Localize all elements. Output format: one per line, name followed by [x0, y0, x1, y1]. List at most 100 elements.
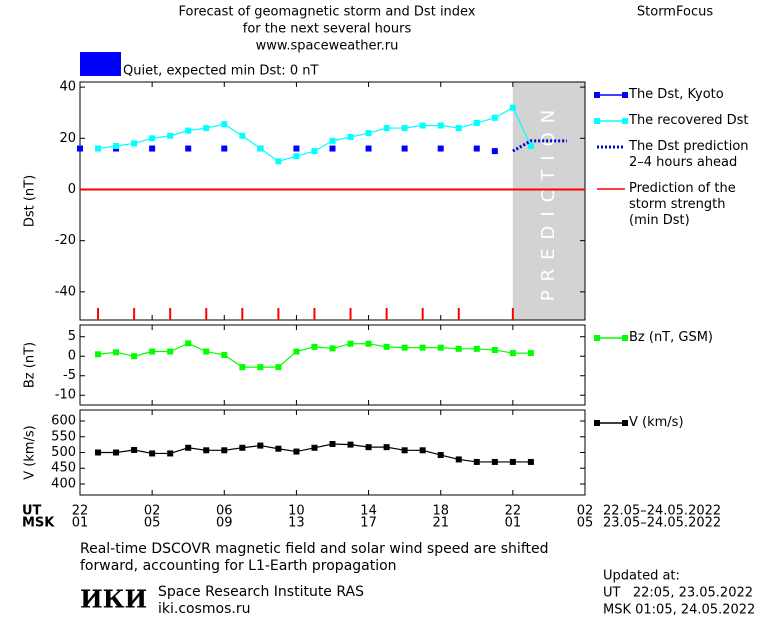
x-tick-label-msk: 05 — [144, 516, 161, 531]
data-point — [257, 364, 264, 371]
title: www.spaceweather.ru — [256, 39, 399, 54]
x-tick-label-msk: 17 — [360, 516, 377, 531]
legend-marker — [594, 118, 600, 124]
legend-label: The recovered Dst — [629, 113, 749, 128]
legend-label: Bz (nT, GSM) — [629, 330, 714, 345]
x-tick-label: 22 — [505, 504, 522, 519]
data-point — [275, 364, 282, 371]
data-point — [491, 346, 498, 353]
institute-url: iki.cosmos.ru — [158, 601, 250, 617]
data-point — [329, 145, 336, 152]
y-axis-label: V (km/s) — [23, 425, 38, 480]
x-tick-label: 06 — [216, 504, 233, 519]
data-point — [167, 348, 174, 355]
data-point — [257, 442, 264, 449]
data-point — [329, 137, 336, 144]
y-tick-label: 0 — [68, 349, 76, 364]
updated: MSK 01:05, 24.05.2022 — [603, 603, 755, 618]
x-tick-label-msk: 13 — [288, 516, 305, 531]
legend-marker — [594, 420, 600, 426]
data-point — [113, 449, 120, 456]
x-row-label: UT — [22, 504, 42, 519]
data-point — [203, 447, 210, 454]
legend-label: V (km/s) — [629, 415, 684, 430]
data-point — [437, 122, 444, 129]
data-point — [293, 153, 300, 160]
y-tick-label: 20 — [59, 131, 76, 146]
x-tick-label: 02 — [577, 504, 594, 519]
x-tick-label: 10 — [288, 504, 305, 519]
data-point — [473, 458, 480, 465]
data-point — [257, 145, 264, 152]
prediction-zone — [512, 82, 585, 320]
data-point — [149, 348, 156, 355]
data-point — [473, 119, 480, 126]
data-point — [383, 343, 390, 350]
legend-label: Prediction of the storm strength (min Ds… — [629, 181, 736, 228]
title: Forecast of geomagnetic storm and Dst in… — [178, 5, 475, 20]
data-point — [419, 344, 426, 351]
data-point — [167, 450, 174, 457]
series-line — [512, 139, 567, 153]
data-point — [221, 121, 228, 128]
y-tick-label: -10 — [55, 388, 76, 403]
footnote: forward, accounting for L1-Earth propaga… — [80, 558, 397, 574]
x-tick-label: 14 — [360, 504, 377, 519]
data-point — [149, 135, 156, 142]
data-point — [419, 122, 426, 129]
data-point — [527, 458, 534, 465]
data-point — [365, 444, 372, 451]
data-point — [185, 145, 192, 152]
status-box — [80, 52, 121, 76]
legend-marker — [594, 335, 600, 341]
data-point — [329, 441, 336, 447]
y-axis-label: Bz (nT) — [23, 342, 38, 388]
data-point — [239, 364, 246, 371]
updated: Updated at: — [603, 569, 680, 584]
data-point — [293, 448, 300, 455]
data-point — [203, 348, 210, 355]
x-tick-label: 02 — [144, 504, 161, 519]
data-point — [113, 142, 120, 149]
data-point — [419, 447, 426, 454]
data-point — [95, 449, 102, 456]
y-tick-label: -5 — [63, 368, 76, 383]
x-tick-label-msk: 21 — [432, 516, 449, 531]
x-tick-label-msk: 01 — [505, 516, 522, 531]
data-point — [383, 125, 390, 132]
title: for the next several hours — [243, 22, 412, 37]
x-range: 22.05–24.05.2022 — [603, 504, 721, 519]
legend-label: The Dst prediction 2–4 hours ahead — [629, 139, 749, 170]
data-point — [365, 340, 372, 347]
data-point — [293, 348, 300, 355]
data-point — [221, 447, 228, 454]
data-point — [509, 104, 516, 111]
data-point — [95, 351, 102, 358]
data-point — [185, 340, 192, 347]
data-point — [401, 344, 408, 351]
x-tick-label-msk: 05 — [577, 516, 594, 531]
data-point — [383, 444, 390, 451]
legend-marker — [622, 420, 628, 426]
panel-frame — [79, 81, 586, 321]
data-point — [527, 142, 534, 149]
y-tick-label: 600 — [51, 414, 76, 429]
data-point — [437, 452, 444, 459]
data-point — [275, 158, 282, 165]
y-tick-label: 5 — [68, 329, 76, 344]
data-point — [131, 140, 138, 147]
data-point — [185, 444, 192, 451]
data-point — [491, 458, 498, 465]
legend-marker — [622, 118, 628, 124]
y-tick-label: -20 — [55, 233, 76, 248]
data-point — [455, 345, 462, 352]
data-point — [203, 125, 210, 132]
data-point — [509, 458, 516, 465]
panel-frame — [79, 409, 586, 496]
data-point — [311, 343, 318, 350]
data-point — [311, 148, 318, 155]
data-point — [221, 145, 228, 152]
y-tick-label: -40 — [55, 284, 76, 299]
data-point — [347, 340, 354, 347]
